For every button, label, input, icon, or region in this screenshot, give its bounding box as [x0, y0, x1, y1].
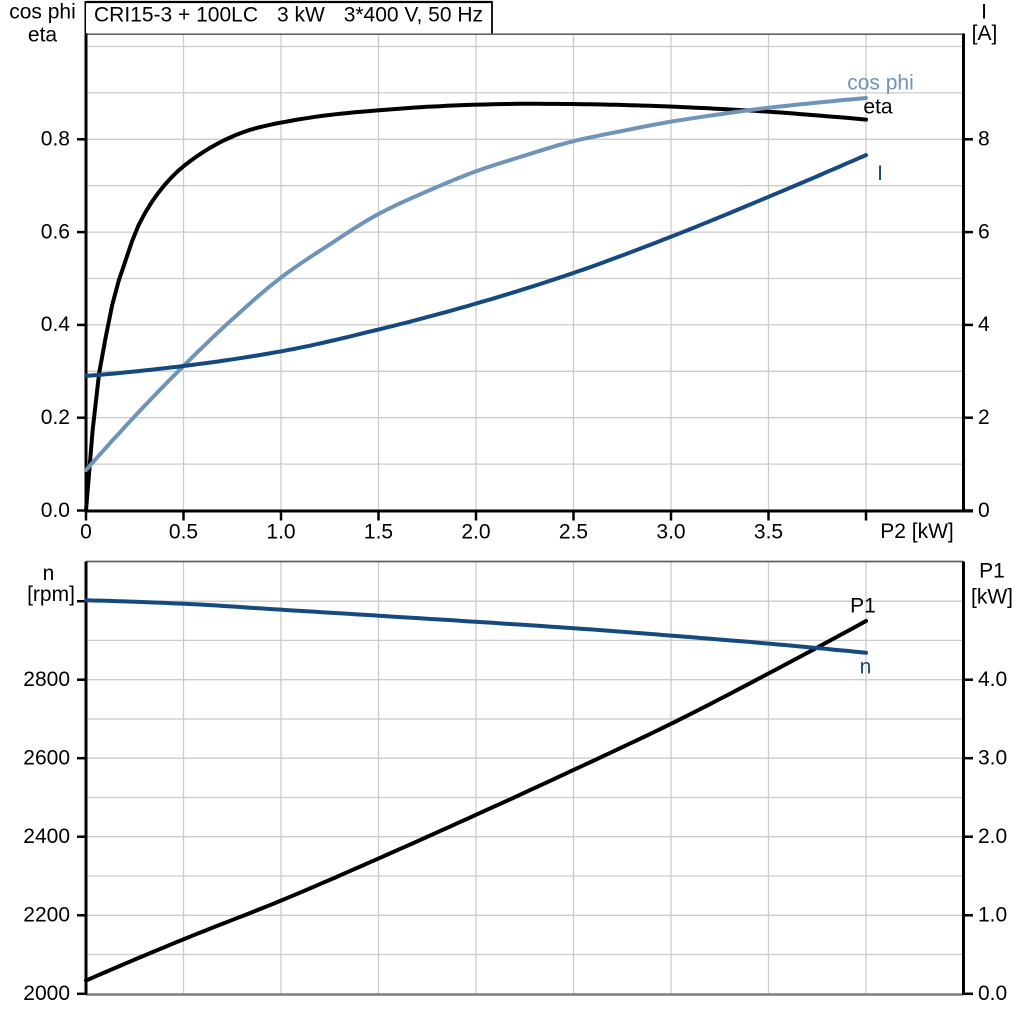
svg-text:3.0: 3.0: [656, 521, 685, 544]
svg-text:0.0: 0.0: [978, 982, 1007, 1005]
svg-text:1.5: 1.5: [364, 521, 393, 544]
svg-text:3.5: 3.5: [754, 521, 783, 544]
svg-text:1.0: 1.0: [978, 904, 1007, 927]
svg-text:[kW]: [kW]: [971, 586, 1013, 609]
svg-text:2.0: 2.0: [461, 521, 490, 544]
svg-text:2: 2: [978, 406, 990, 429]
svg-text:2000: 2000: [23, 982, 70, 1005]
svg-text:8: 8: [978, 128, 990, 151]
svg-text:1.0: 1.0: [266, 521, 295, 544]
svg-text:2800: 2800: [23, 668, 70, 691]
svg-text:0.2: 0.2: [41, 406, 70, 429]
svg-text:6: 6: [978, 220, 990, 243]
svg-text:eta: eta: [863, 96, 893, 119]
svg-text:P1: P1: [850, 595, 876, 618]
svg-text:4: 4: [978, 313, 990, 336]
svg-text:0.8: 0.8: [41, 128, 70, 151]
svg-text:0.4: 0.4: [41, 313, 71, 336]
svg-text:0: 0: [978, 499, 990, 522]
svg-text:0.5: 0.5: [169, 521, 198, 544]
svg-text:2.0: 2.0: [978, 825, 1007, 848]
svg-text:[rpm]: [rpm]: [27, 583, 75, 606]
svg-text:0.6: 0.6: [41, 220, 70, 243]
svg-text:0.0: 0.0: [41, 499, 70, 522]
svg-text:4.0: 4.0: [978, 668, 1007, 691]
svg-text:[A]: [A]: [972, 22, 998, 45]
svg-text:2600: 2600: [23, 747, 70, 770]
svg-text:n: n: [860, 656, 872, 679]
svg-text:P1: P1: [979, 560, 1005, 583]
svg-text:P2 [kW]: P2 [kW]: [880, 520, 954, 543]
svg-text:cos phi: cos phi: [9, 0, 76, 23]
svg-text:I: I: [981, 1, 987, 24]
svg-text:2.5: 2.5: [559, 521, 588, 544]
svg-text:0: 0: [80, 521, 92, 544]
svg-text:2200: 2200: [23, 904, 70, 927]
svg-text:cos phi: cos phi: [847, 72, 914, 95]
svg-text:3.0: 3.0: [978, 747, 1007, 770]
svg-text:eta: eta: [28, 23, 58, 46]
svg-text:2400: 2400: [23, 825, 70, 848]
svg-text:I: I: [877, 162, 883, 185]
svg-text:n: n: [43, 562, 55, 585]
